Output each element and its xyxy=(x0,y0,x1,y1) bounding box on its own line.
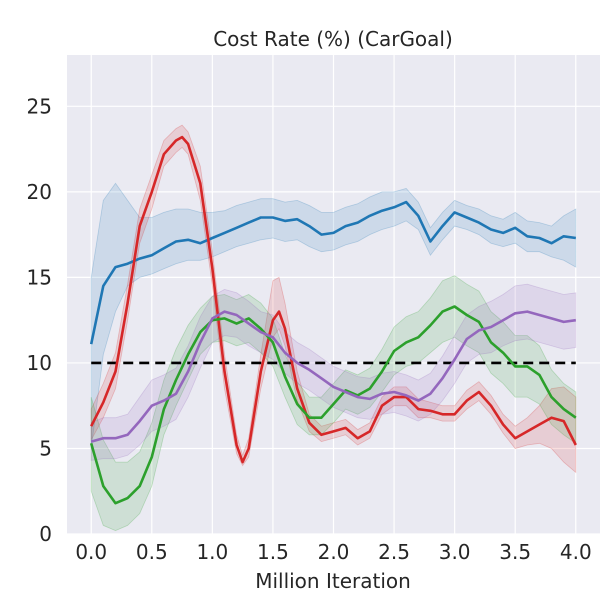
y-tick-label: 15 xyxy=(27,265,52,289)
series-2-band xyxy=(90,124,577,474)
grid-lines xyxy=(67,55,600,535)
y-tick-label: 5 xyxy=(39,436,52,460)
series-4-line xyxy=(90,310,576,443)
series-4-band xyxy=(90,283,577,461)
series-1-line xyxy=(89,200,576,345)
x-tick-label: 1.5 xyxy=(257,540,289,564)
y-tick-label: 10 xyxy=(27,351,52,375)
x-axis-ticks: 0.0 0.5 1.0 1.5 2.0 2.5 3.0 3.5 4.0 xyxy=(75,540,591,564)
x-tick-label: 2.0 xyxy=(318,540,350,564)
y-tick-label: 0 xyxy=(39,522,52,546)
x-tick-label: 3.5 xyxy=(499,540,531,564)
x-tick-label: 0.5 xyxy=(136,540,168,564)
x-tick-label: 0.0 xyxy=(75,540,107,564)
x-tick-label: 2.5 xyxy=(378,540,410,564)
chart-title: Cost Rate (%) (CarGoal) xyxy=(213,27,453,51)
y-tick-label: 20 xyxy=(27,180,52,204)
y-axis-ticks: 0 5 10 15 20 25 xyxy=(27,94,52,546)
x-tick-label: 4.0 xyxy=(560,540,592,564)
y-tick-label: 25 xyxy=(27,94,52,118)
series-3-line xyxy=(89,305,577,505)
series-lines xyxy=(89,135,577,505)
series-1-band xyxy=(90,182,577,449)
x-tick-label: 3.0 xyxy=(439,540,471,564)
series-2-line xyxy=(90,135,577,464)
x-tick-label: 1.0 xyxy=(196,540,228,564)
x-axis-label: Million Iteration xyxy=(255,569,411,593)
